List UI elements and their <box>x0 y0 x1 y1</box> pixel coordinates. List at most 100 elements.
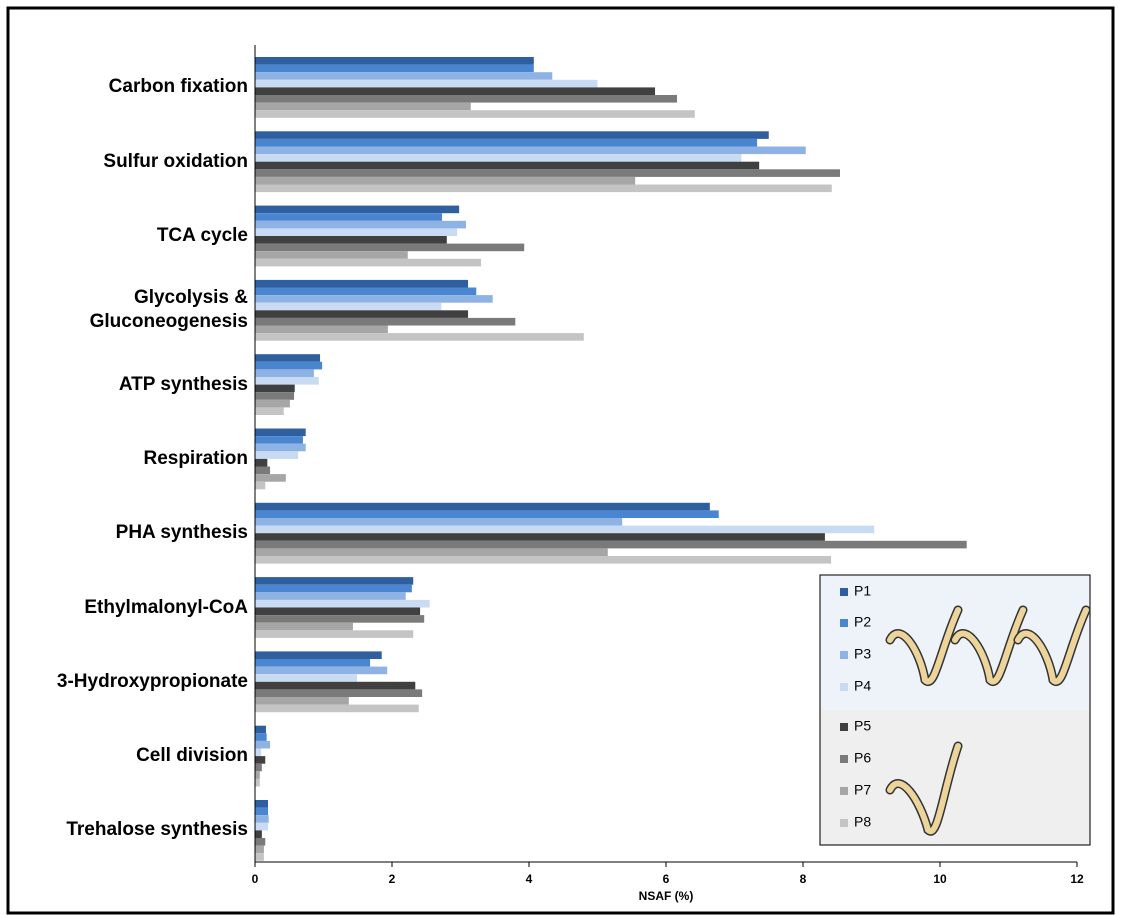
bar <box>255 630 413 638</box>
chart: NSAF (%) 024681012P1P2P3P4P5P6P7P8 Carbo… <box>0 0 1121 915</box>
bar <box>255 72 552 80</box>
y-tick-label: Sulfur oxidation <box>0 150 248 174</box>
bar <box>255 110 695 118</box>
bar <box>255 139 757 147</box>
bar <box>255 57 534 65</box>
bar <box>255 689 422 697</box>
bar <box>255 459 267 467</box>
bar <box>255 830 262 838</box>
bar <box>255 615 424 623</box>
bar <box>255 369 314 377</box>
legend-swatch <box>840 819 848 827</box>
bar <box>255 169 840 177</box>
legend-label: P5 <box>854 718 871 734</box>
legend-label: P2 <box>854 614 871 630</box>
bar <box>255 541 967 549</box>
y-tick-label: Glycolysis & Gluconeogenesis <box>0 286 248 334</box>
bar <box>255 213 442 221</box>
bar <box>255 392 294 400</box>
bar <box>255 206 459 214</box>
bar <box>255 482 265 490</box>
bar <box>255 577 413 585</box>
bar <box>255 674 357 682</box>
legend-swatch <box>840 787 848 795</box>
bar <box>255 400 290 408</box>
bar <box>255 318 515 326</box>
bar <box>255 407 284 415</box>
bar <box>255 800 268 808</box>
bar <box>255 771 260 779</box>
bar <box>255 451 298 459</box>
bar <box>255 733 267 741</box>
bar <box>255 354 320 362</box>
bar <box>255 756 265 764</box>
legend-swatch <box>840 755 848 763</box>
y-tick-label: TCA cycle <box>0 224 248 248</box>
bar <box>255 436 303 444</box>
legend-label: P4 <box>854 678 871 694</box>
bar <box>255 95 677 103</box>
bar <box>255 259 481 267</box>
bar <box>255 103 471 111</box>
bar <box>255 600 430 608</box>
bar <box>255 310 468 318</box>
bar <box>255 162 759 170</box>
x-tick-label: 12 <box>1070 872 1084 886</box>
bar <box>255 295 493 303</box>
bar <box>255 659 370 667</box>
bar <box>255 429 306 437</box>
bar <box>255 185 832 193</box>
bar <box>255 651 382 659</box>
x-tick-label: 10 <box>933 872 947 886</box>
legend-label: P1 <box>854 583 871 599</box>
x-tick-label: 8 <box>800 872 807 886</box>
bar <box>255 236 447 244</box>
bar <box>255 444 306 452</box>
bar <box>255 474 286 482</box>
bar <box>255 556 831 564</box>
bar <box>255 705 419 713</box>
bar <box>255 244 524 252</box>
bar <box>255 333 584 341</box>
x-tick-label: 6 <box>663 872 670 886</box>
legend-swatch <box>840 651 848 659</box>
legend-swatch <box>840 723 848 731</box>
bar <box>255 503 710 511</box>
bar <box>255 326 388 334</box>
bar <box>255 697 349 705</box>
legend-swatch <box>840 619 848 627</box>
bar <box>255 749 261 757</box>
bar <box>255 65 534 73</box>
bar <box>255 526 874 534</box>
bar <box>255 385 295 393</box>
y-tick-label: Ethylmalonyl-CoA <box>0 596 248 620</box>
x-tick-label: 0 <box>252 872 259 886</box>
bar <box>255 853 264 861</box>
bar <box>255 154 741 162</box>
bar <box>255 585 412 593</box>
bar <box>255 510 719 518</box>
bar <box>255 228 457 236</box>
bar <box>255 251 408 259</box>
bar <box>255 623 353 631</box>
bar <box>255 764 262 772</box>
legend-label: P8 <box>854 814 871 830</box>
y-tick-label: ATP synthesis <box>0 373 248 397</box>
bar <box>255 303 441 311</box>
bar <box>255 131 769 139</box>
bar <box>255 548 608 556</box>
bar <box>255 280 468 288</box>
bar <box>255 288 476 296</box>
bar <box>255 838 265 846</box>
bar <box>255 808 268 816</box>
bar <box>255 377 319 385</box>
legend-swatch <box>840 683 848 691</box>
bar <box>255 362 322 370</box>
x-axis-label: NSAF (%) <box>639 889 694 903</box>
y-tick-label: Cell division <box>0 744 248 768</box>
bar <box>255 533 825 541</box>
y-tick-label: PHA synthesis <box>0 521 248 545</box>
legend-label: P7 <box>854 782 871 798</box>
bar <box>255 682 415 690</box>
y-tick-label: Trehalose synthesis <box>0 818 248 842</box>
